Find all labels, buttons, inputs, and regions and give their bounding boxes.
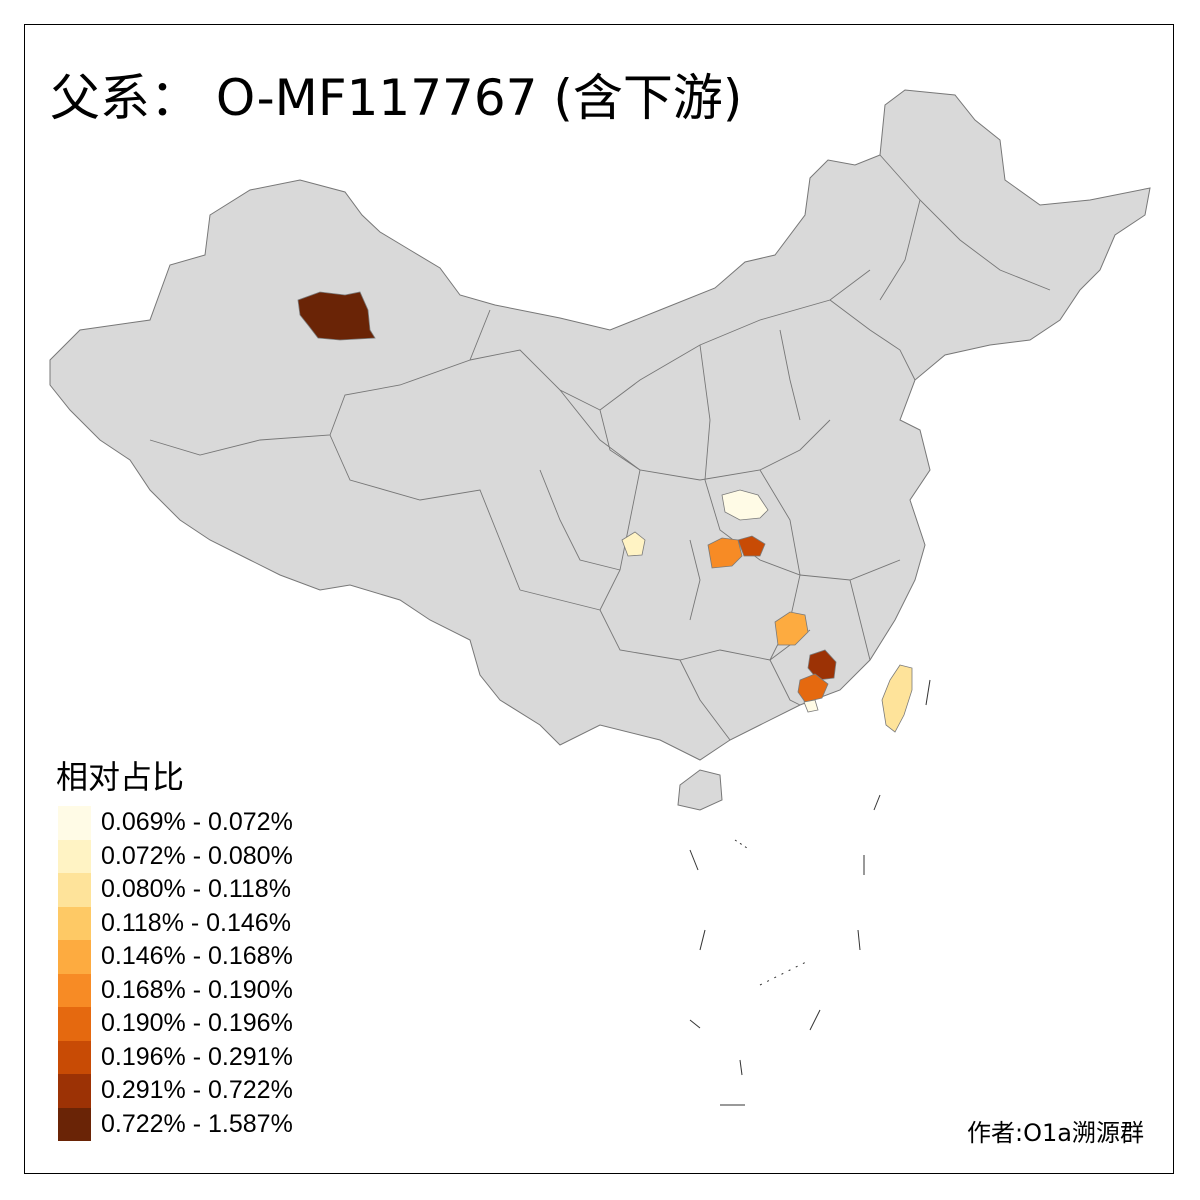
legend-swatch	[58, 1107, 91, 1141]
legend-swatch	[58, 1007, 91, 1041]
legend-item: 0.168% - 0.190%	[58, 973, 293, 1007]
legend-swatch	[58, 806, 91, 840]
legend-label: 0.291% - 0.722%	[101, 1076, 293, 1105]
region-jiangxi-central	[774, 611, 809, 646]
legend-swatch	[58, 940, 91, 974]
hainan	[677, 769, 723, 811]
legend-swatch	[58, 1040, 91, 1074]
legend-label: 0.146% - 0.168%	[101, 942, 293, 971]
legend-item: 0.196% - 0.291%	[58, 1040, 293, 1074]
legend-item: 0.118% - 0.146%	[58, 906, 293, 940]
legend-swatch	[58, 839, 91, 873]
legend-item: 0.072% - 0.080%	[58, 839, 293, 873]
legend-label: 0.168% - 0.190%	[101, 975, 293, 1004]
legend-swatch	[58, 1074, 91, 1108]
region-guangdong-small	[803, 699, 819, 713]
legend-label: 0.080% - 0.118%	[101, 875, 291, 904]
legend-label: 0.118% - 0.146%	[101, 908, 291, 937]
legend-label: 0.069% - 0.072%	[101, 808, 293, 837]
region-hubei-central	[737, 535, 766, 557]
author-credit: 作者:O1a溯源群	[967, 1119, 1144, 1147]
region-henan-north	[721, 489, 769, 521]
region-jiangxi-south	[807, 649, 837, 681]
legend-label: 0.722% - 1.587%	[101, 1109, 293, 1138]
legend: 0.069% - 0.072% 0.072% - 0.080% 0.080% - 0…	[58, 806, 293, 1141]
region-sichuan-east	[621, 531, 646, 557]
legend-swatch	[58, 973, 91, 1007]
legend-item: 0.080% - 0.118%	[58, 873, 293, 907]
region-guangdong-north	[797, 673, 829, 703]
south-sea-islands	[689, 679, 931, 1106]
legend-swatch	[58, 873, 91, 907]
region-northern-xinjiang	[297, 291, 376, 341]
china-mainland	[49, 89, 1151, 761]
map-title: 父系： O-MF117767 (含下游)	[50, 69, 743, 127]
legend-item: 0.291% - 0.722%	[58, 1074, 293, 1108]
legend-item: 0.146% - 0.168%	[58, 940, 293, 974]
region-taiwan	[881, 664, 913, 733]
legend-item: 0.722% - 1.587%	[58, 1107, 293, 1141]
region-hubei-west	[707, 537, 743, 569]
legend-label: 0.190% - 0.196%	[101, 1009, 293, 1038]
legend-item: 0.190% - 0.196%	[58, 1007, 293, 1041]
legend-swatch	[58, 906, 91, 940]
legend-label: 0.196% - 0.291%	[101, 1042, 293, 1071]
legend-title: 相对占比	[56, 758, 185, 796]
legend-label: 0.072% - 0.080%	[101, 841, 293, 870]
legend-item: 0.069% - 0.072%	[58, 806, 293, 840]
